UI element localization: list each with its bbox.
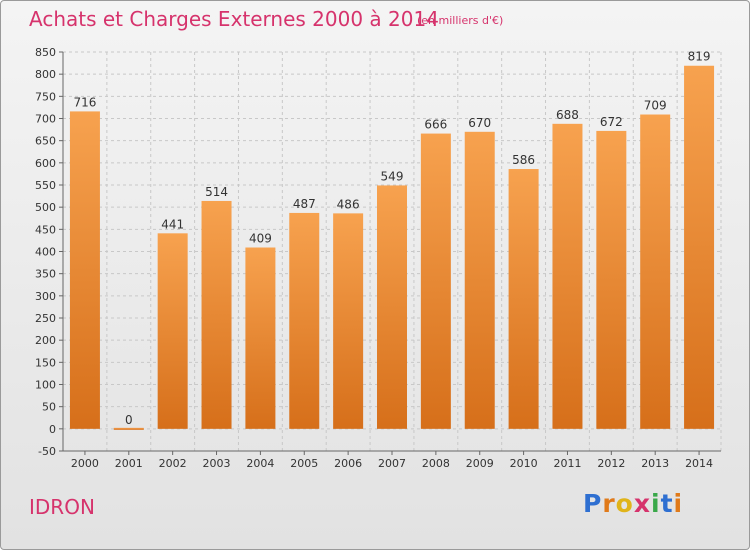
x-tick-label: 2007 — [378, 457, 406, 470]
y-tick-label: 50 — [42, 401, 56, 414]
bar — [201, 200, 232, 429]
y-tick-label: 600 — [35, 157, 56, 170]
x-tick-label: 2012 — [597, 457, 625, 470]
data-label: 670 — [468, 116, 491, 130]
bar — [157, 233, 188, 429]
x-tick-label: 2014 — [685, 457, 713, 470]
logo-letter: P — [583, 489, 603, 518]
axes: -50 0 50 100 150 200 250 300 350 400 450 500 550 600 6… — [35, 46, 721, 470]
bar — [552, 123, 583, 429]
y-tick-label: 750 — [35, 90, 56, 103]
logo-letter: i — [651, 489, 661, 518]
bar — [596, 130, 627, 429]
x-tick-label: 2008 — [422, 457, 450, 470]
data-label: 688 — [556, 108, 579, 122]
data-label: 716 — [73, 95, 96, 109]
y-tick-label: 150 — [35, 356, 56, 369]
data-label: 514 — [205, 185, 228, 199]
logo-letter: r — [602, 489, 616, 518]
bar — [333, 213, 364, 429]
bar — [420, 133, 451, 429]
data-label: 586 — [512, 153, 535, 167]
bar — [245, 247, 276, 429]
y-tick-label: 350 — [35, 268, 56, 281]
data-label: 666 — [424, 118, 447, 132]
bar — [289, 212, 320, 429]
data-label: 409 — [249, 232, 272, 246]
y-tick-label: 700 — [35, 113, 56, 126]
data-label: 441 — [161, 217, 184, 231]
y-tick-label: 250 — [35, 312, 56, 325]
y-tick-label: 450 — [35, 223, 56, 236]
bar — [69, 111, 100, 429]
data-label: 709 — [644, 99, 667, 113]
y-tick-label: 650 — [35, 135, 56, 148]
y-tick-label: 400 — [35, 246, 56, 259]
y-tick-label: 200 — [35, 334, 56, 347]
bar — [464, 131, 495, 429]
commune-name: IDRON — [29, 495, 95, 519]
x-tick-label: 2000 — [71, 457, 99, 470]
bars — [69, 65, 715, 430]
x-tick-label: 2004 — [246, 457, 274, 470]
data-label: 486 — [337, 197, 360, 211]
bar — [640, 114, 671, 429]
bar-chart: -50 0 50 100 150 200 250 300 350 400 450 500 550 600 6… — [35, 46, 722, 470]
data-label: 549 — [381, 169, 404, 183]
data-labels: 716 0 441 514 409 487 486 549 666 670 586 688 672 709… — [73, 50, 710, 427]
bar — [508, 169, 539, 429]
data-label: 487 — [293, 197, 316, 211]
x-tick-label: 2009 — [466, 457, 494, 470]
y-tick-label: 550 — [35, 179, 56, 192]
data-label: 819 — [688, 50, 711, 64]
x-tick-label: 2010 — [510, 457, 538, 470]
x-tick-label: 2013 — [641, 457, 669, 470]
logo-letter: t — [660, 489, 674, 518]
x-tick-label: 2003 — [203, 457, 231, 470]
x-tick-label: 2001 — [115, 457, 143, 470]
y-tick-label: 850 — [35, 46, 56, 59]
y-tick-label: 500 — [35, 201, 56, 214]
bar — [684, 65, 715, 429]
logo-letter: o — [615, 489, 634, 518]
bar — [377, 185, 407, 429]
x-tick-label: 2005 — [290, 457, 318, 470]
data-label: 0 — [125, 413, 133, 427]
x-tick-label: 2002 — [159, 457, 187, 470]
proxiti-logo[interactable]: Proxiti — [583, 489, 683, 518]
bar — [113, 427, 144, 430]
y-tick-label: 800 — [35, 68, 56, 81]
chart-subtitle: (en milliers d'€) — [417, 14, 504, 27]
y-tick-label: 100 — [35, 379, 56, 392]
x-tick-label: 2006 — [334, 457, 362, 470]
logo-letter: i — [673, 489, 684, 518]
data-label: 672 — [600, 115, 623, 129]
chart-title: Achats et Charges Externes 2000 à 2014 — [29, 7, 439, 31]
y-tick-label: -50 — [38, 445, 56, 458]
y-tick-label: 300 — [35, 290, 56, 303]
logo-letter: x — [633, 489, 651, 518]
x-tick-label: 2011 — [553, 457, 581, 470]
y-tick-label: 0 — [49, 423, 56, 436]
